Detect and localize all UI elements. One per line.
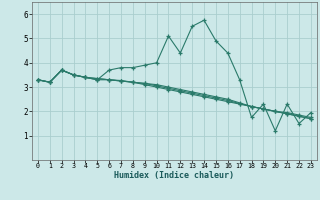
X-axis label: Humidex (Indice chaleur): Humidex (Indice chaleur)	[115, 171, 234, 180]
